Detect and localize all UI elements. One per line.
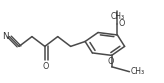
Text: O: O bbox=[108, 57, 114, 66]
Text: O: O bbox=[119, 19, 125, 28]
Text: N: N bbox=[2, 32, 9, 41]
Text: CH₃: CH₃ bbox=[131, 67, 145, 76]
Text: O: O bbox=[42, 62, 49, 71]
Text: CH₃: CH₃ bbox=[110, 12, 124, 21]
